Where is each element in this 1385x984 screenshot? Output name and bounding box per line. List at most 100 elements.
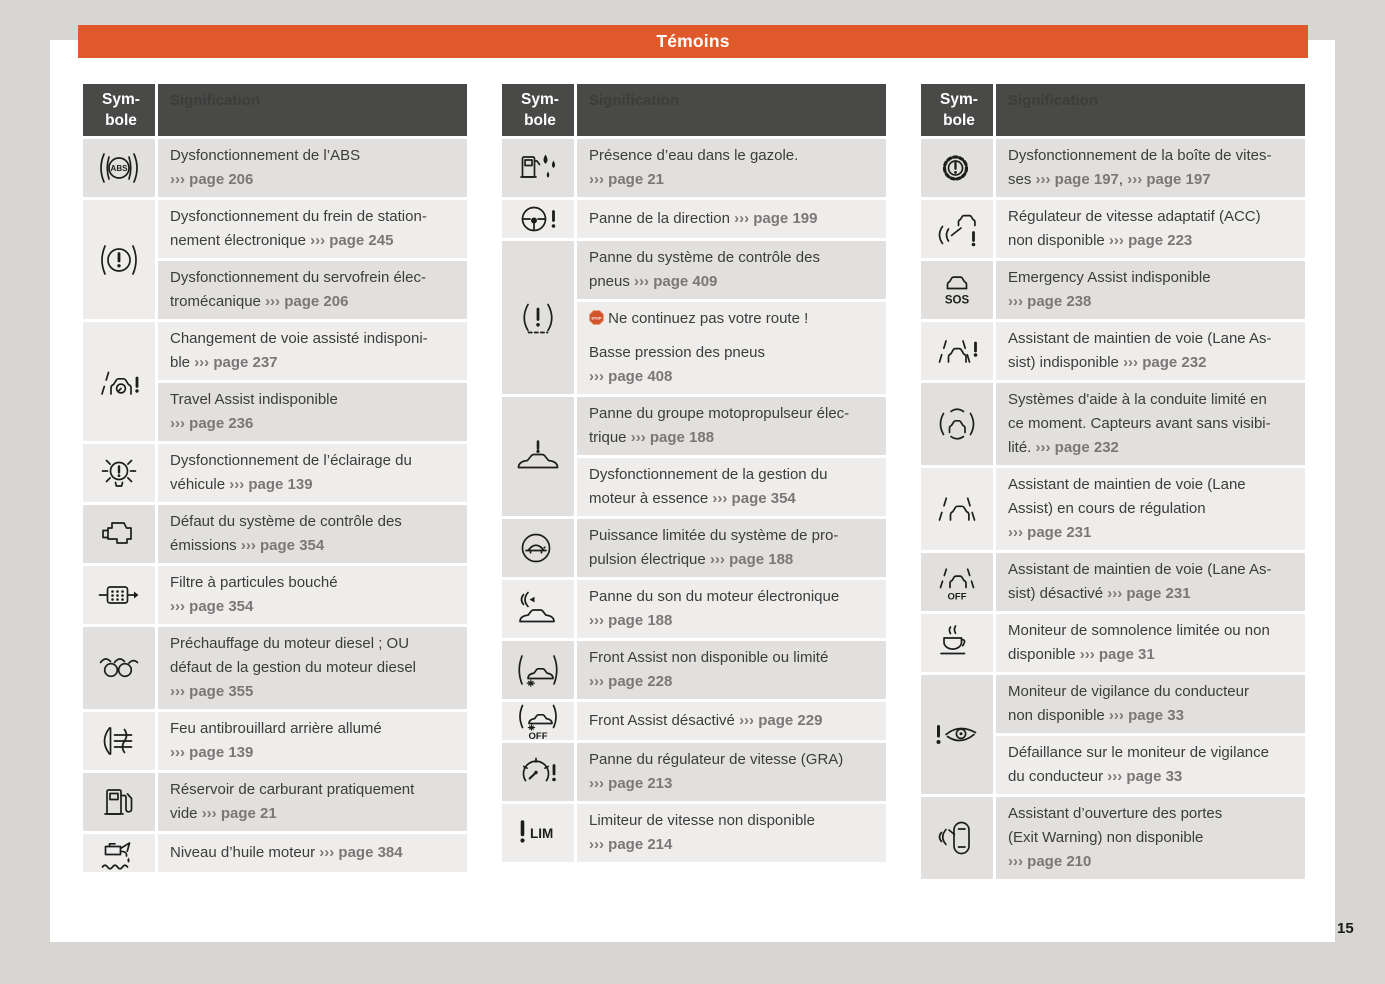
- page-link[interactable]: ››› page 188: [589, 612, 673, 629]
- page-link[interactable]: ››› page 33: [1108, 707, 1184, 724]
- page-link[interactable]: ››› page 355: [170, 683, 254, 700]
- page-link[interactable]: ››› page 31: [1079, 646, 1155, 663]
- page-link[interactable]: ››› page 232: [1123, 354, 1207, 371]
- signification-text: Niveau d’huile moteur: [170, 844, 320, 861]
- page-link[interactable]: ››› page 206: [265, 293, 349, 310]
- signification-cell: Réservoir de carburant pratiquement vide …: [158, 773, 467, 831]
- page-link[interactable]: ››› page 33: [1107, 768, 1183, 785]
- column-header-symbole: Sym­bole: [921, 84, 993, 136]
- table-row: Panne du son du moteur électronique ››› p…: [502, 580, 886, 638]
- page-link[interactable]: ››› page 354: [240, 537, 325, 554]
- signification-cell: Défaillance sur le moniteur de vigilance…: [996, 736, 1305, 794]
- signification-cell: Assistant d’ouverture des portes (Exit Wa…: [996, 797, 1305, 879]
- table-row: Assistant de maintien de voie (Lane Assis…: [921, 468, 1305, 550]
- signification-text: Emergency Assist indisponible: [1008, 269, 1211, 286]
- page-link[interactable]: ››› page 188: [630, 429, 715, 446]
- svg-text:STOP: STOP: [591, 316, 602, 320]
- page-link[interactable]: ››› page 245: [310, 232, 394, 249]
- acc-warning-icon: [921, 200, 993, 258]
- page-link[interactable]: ››› page 213: [589, 775, 673, 792]
- signification-text: ses: [1008, 171, 1036, 188]
- signification-text: nement électronique: [170, 232, 311, 249]
- page-link[interactable]: ››› page 231: [1107, 585, 1191, 602]
- table-row: Travel Assist indisponible ››› page 236: [83, 383, 467, 441]
- power-limited-turtle-icon: [502, 519, 574, 577]
- page-link[interactable]: ››› page 197: [1127, 171, 1211, 188]
- cruise-control-warning-icon: [502, 743, 574, 801]
- signification-cell: Dysfonctionnement de l’éclairage du véhic…: [158, 444, 467, 502]
- signification-cell: Dysfonctionnement de la gestion du moteur…: [577, 458, 886, 516]
- page-link[interactable]: ››› page 139: [170, 744, 254, 761]
- signification-text: Panne du son du moteur électronique: [589, 588, 840, 605]
- page-link[interactable]: ››› page 236: [170, 415, 254, 432]
- drive-system-warning-icon: [502, 397, 574, 516]
- signification-text: Assistant de maintien de voie (Lane As-: [1008, 561, 1272, 578]
- table-row: Dysfonctionnement de l’éclairage du véhic…: [83, 444, 467, 502]
- signification-text: Assistant de maintien de voie (Lane As-: [1008, 330, 1272, 347]
- signification-cell: Emergency Assist indisponible ››› page 23…: [996, 261, 1305, 319]
- signification-cell: Feu antibrouillard arrière allumé ››› pag…: [158, 712, 467, 770]
- svg-text:SOS: SOS: [945, 295, 970, 307]
- page-link[interactable]: ››› page 231: [1008, 524, 1092, 541]
- table-row: OFF Front Assist désactivé ››› page 229: [502, 702, 886, 740]
- page-link[interactable]: ››› page 229: [739, 712, 823, 729]
- page-link[interactable]: ››› page 223: [1108, 232, 1193, 249]
- svg-text:LIM: LIM: [530, 826, 553, 841]
- signification-cell: Assistant de maintien de voie (Lane Assis…: [996, 468, 1305, 550]
- ev-engine-sound-icon: [502, 580, 574, 638]
- signification-text: Limiteur de vitesse non disponible: [589, 812, 815, 829]
- page-link[interactable]: ››› page 384: [319, 844, 403, 861]
- warning-lights-table-2: Sym­bole Signification Présence d’eau dans…: [499, 81, 889, 865]
- page-link[interactable]: ››› page 21: [201, 805, 277, 822]
- table-row: Panne de la direction ››› page 199: [502, 200, 886, 238]
- signification-text: Panne du système de contrôle des: [589, 249, 820, 266]
- page-link[interactable]: ››› page 228: [589, 673, 673, 690]
- table-row: Moniteur de somnolence limitée ou non dis…: [921, 614, 1305, 672]
- table-header-row: Sym­bole Signification: [83, 84, 467, 136]
- page-link[interactable]: ››› page 232: [1035, 439, 1119, 456]
- page-link[interactable]: ››› page 354: [712, 490, 796, 507]
- lane-assist-off-icon: OFF: [921, 553, 993, 611]
- svg-text:OFF: OFF: [948, 592, 967, 602]
- page-link[interactable]: ››› page 210: [1008, 853, 1092, 870]
- page-link[interactable]: ››› page 21: [589, 171, 665, 188]
- signification-cell: Moniteur de vigilance du conducteur non d…: [996, 675, 1305, 733]
- signification-text: Assistant d’ouverture des portes: [1008, 805, 1223, 822]
- page-link[interactable]: ››› page 408: [589, 368, 673, 385]
- page-link[interactable]: ››› page 354: [170, 598, 254, 615]
- warning-lights-table-1: Sym­bole Signification ABS Dysfonctionnemen…: [80, 81, 470, 875]
- signification-text: Filtre à particules bouché: [170, 574, 338, 591]
- page-link[interactable]: ››› page 188: [709, 551, 794, 568]
- table-row: LIM Limiteur de vitesse non disponible ›››…: [502, 804, 886, 862]
- signification-text: Dysfonctionnement de l’éclairage du: [170, 452, 412, 469]
- column-header-signification: Signification: [158, 84, 467, 136]
- signification-cell: Panne du groupe motopropulseur élec-triq…: [577, 397, 886, 455]
- signification-cell: Assistant de maintien de voie (Lane As-s…: [996, 553, 1305, 611]
- table-row: Dysfonctionnement du servofrein élec-tro…: [83, 261, 467, 319]
- page-link[interactable]: ››› page 214: [589, 836, 673, 853]
- signification-cell: Présence d’eau dans le gazole. ››› page 2…: [577, 139, 886, 197]
- table-row: Dysfonctionnement du frein de station-ne…: [83, 200, 467, 319]
- lane-assist-active-icon: [921, 468, 993, 550]
- table-row: Panne du groupe motopropulseur élec-triq…: [502, 397, 886, 516]
- signification-cell: Panne de la direction ››› page 199: [577, 200, 886, 238]
- signification-text: Basse pression des pneus: [589, 344, 765, 361]
- page-link[interactable]: ››› page 238: [1008, 293, 1092, 310]
- signification-text: Présence d’eau dans le gazole.: [589, 147, 799, 164]
- signification-text: (Exit Warning) non disponible: [1008, 829, 1204, 846]
- signification-text: du conducteur: [1008, 768, 1108, 785]
- signification-text: Travel Assist indisponible: [170, 391, 338, 408]
- driver-vigilance-monitor-icon: [921, 675, 993, 794]
- page-link[interactable]: ››› page 409: [634, 273, 718, 290]
- page-link[interactable]: ››› page 206: [170, 171, 254, 188]
- signification-text: Panne de la direction: [589, 210, 735, 227]
- svg-text:ABS: ABS: [111, 164, 129, 173]
- page-link[interactable]: ››› page 197: [1035, 171, 1119, 188]
- page-link[interactable]: ››› page 139: [229, 476, 313, 493]
- page-link[interactable]: ››› page 237: [194, 354, 278, 371]
- table-row: Présence d’eau dans le gazole. ››› page 2…: [502, 139, 886, 197]
- signification-cell: Dysfonctionnement de l’ABS ››› page 206: [158, 139, 467, 197]
- warning-lights-table-3: Sym­bole Signification Dysfonctionnement d…: [918, 81, 1308, 882]
- page-link[interactable]: ››› page 199: [734, 210, 818, 227]
